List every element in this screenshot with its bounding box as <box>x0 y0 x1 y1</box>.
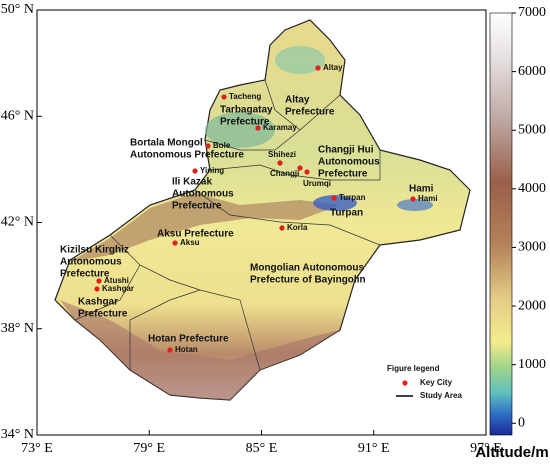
colorbar-tick-label: 3000 <box>518 240 546 255</box>
x-tick-label: 79° E <box>133 441 165 456</box>
city-label: Changji <box>270 169 299 178</box>
region-label: Mongolian Autonomous <box>250 263 364 274</box>
city-label: Tacheng <box>229 92 261 101</box>
city-marker <box>297 165 303 171</box>
x-tick-label: 91° E <box>358 441 390 456</box>
city-marker <box>192 168 198 174</box>
colorbar-tick-label: 5000 <box>518 122 546 137</box>
city-marker <box>331 195 337 201</box>
x-tick-label: 73° E <box>21 441 53 456</box>
legend-title: Figure legend <box>387 364 440 373</box>
colorbar <box>489 12 513 436</box>
kunlun-range <box>60 300 340 400</box>
altay-lowland <box>275 46 325 74</box>
city-label: Shihezi <box>268 150 296 159</box>
region-label: Prefecture <box>78 309 128 320</box>
region-label: Prefecture <box>60 269 110 280</box>
y-tick-label: 42° N <box>1 215 34 230</box>
y-tick-label: 50° N <box>1 2 34 17</box>
hami-basin <box>397 199 433 211</box>
colorbar-tick-label: 4000 <box>518 181 546 196</box>
region-boundaries <box>74 79 381 371</box>
junggar-basin <box>205 112 275 148</box>
city-marker <box>279 225 285 231</box>
region-label: Turpan <box>330 208 363 219</box>
region-label: Kashgar <box>78 297 118 308</box>
region-label: Ili Kazak <box>172 177 212 188</box>
region-label: Tarbagatay <box>220 105 273 116</box>
city-marker <box>304 169 310 175</box>
city-marker <box>167 347 173 353</box>
colorbar-tick-label: 0 <box>518 415 525 430</box>
legend-item: Study Area <box>420 391 462 400</box>
turpan-depression <box>313 195 357 211</box>
colorbar-tick-label: 1000 <box>518 357 546 372</box>
y-tick-label: 46° N <box>1 108 34 123</box>
city-marker <box>277 160 283 166</box>
region-label: Kizilsu Kirghiz <box>60 245 129 256</box>
region-label: Autonomous <box>60 257 122 268</box>
region-label: Prefecture <box>220 117 270 128</box>
city-marker <box>221 94 227 100</box>
region-label: Hotan Prefecture <box>148 334 229 345</box>
region-label: Prefecture <box>318 169 368 180</box>
city-label: Korla <box>287 223 308 232</box>
colorbar-tick-label: 2000 <box>518 298 546 313</box>
city-label: Bole <box>213 141 231 150</box>
y-tick-label: 34° N <box>1 427 34 442</box>
colorbar-label: Altitude/m <box>475 444 548 461</box>
city-marker <box>96 278 102 284</box>
city-label: Yining <box>200 166 224 175</box>
region-label: Autonomous <box>318 157 380 168</box>
city-label: Atushi <box>104 276 129 285</box>
tianshan-range <box>70 193 340 262</box>
city-marker <box>94 286 100 292</box>
city-marker <box>315 65 321 71</box>
city-label: Altay <box>323 63 343 72</box>
region-label: Prefecture <box>285 107 335 118</box>
region-label: Aksu Prefecture <box>157 229 234 240</box>
region-label: Autonomous Prefecture <box>130 150 244 161</box>
region-label: Changji Hui <box>318 145 374 156</box>
region-label: Prefecture <box>172 201 222 212</box>
city-label: Hami <box>418 194 438 203</box>
city-label: Turpan <box>339 193 366 202</box>
city-marker <box>205 143 211 149</box>
colorbar-tick-label: 6000 <box>518 64 546 79</box>
city-marker <box>410 196 416 202</box>
city-label: Aksu <box>180 238 200 247</box>
colorbar-tick-label: 7000 <box>518 5 546 20</box>
x-tick-label: 97° E <box>470 441 502 456</box>
region-label: Hami <box>409 184 434 195</box>
legend-item: Key City <box>420 378 453 387</box>
region-label: Autonomous <box>172 189 234 200</box>
region-label: Bortala Mongol <box>130 138 203 149</box>
city-label: Karamay <box>263 123 297 132</box>
region-label: Prefecture of Bayingolin <box>250 275 366 286</box>
city-label: Hotan <box>175 345 198 354</box>
y-tick-label: 38° N <box>1 321 34 336</box>
city-label: Urumqi <box>303 179 331 188</box>
x-tick-label: 85° E <box>246 441 278 456</box>
city-marker <box>172 240 178 246</box>
legend-city-marker <box>402 380 408 386</box>
city-label: Kashgar <box>102 284 134 293</box>
region-label: Altay <box>285 95 310 106</box>
city-marker <box>255 125 261 131</box>
